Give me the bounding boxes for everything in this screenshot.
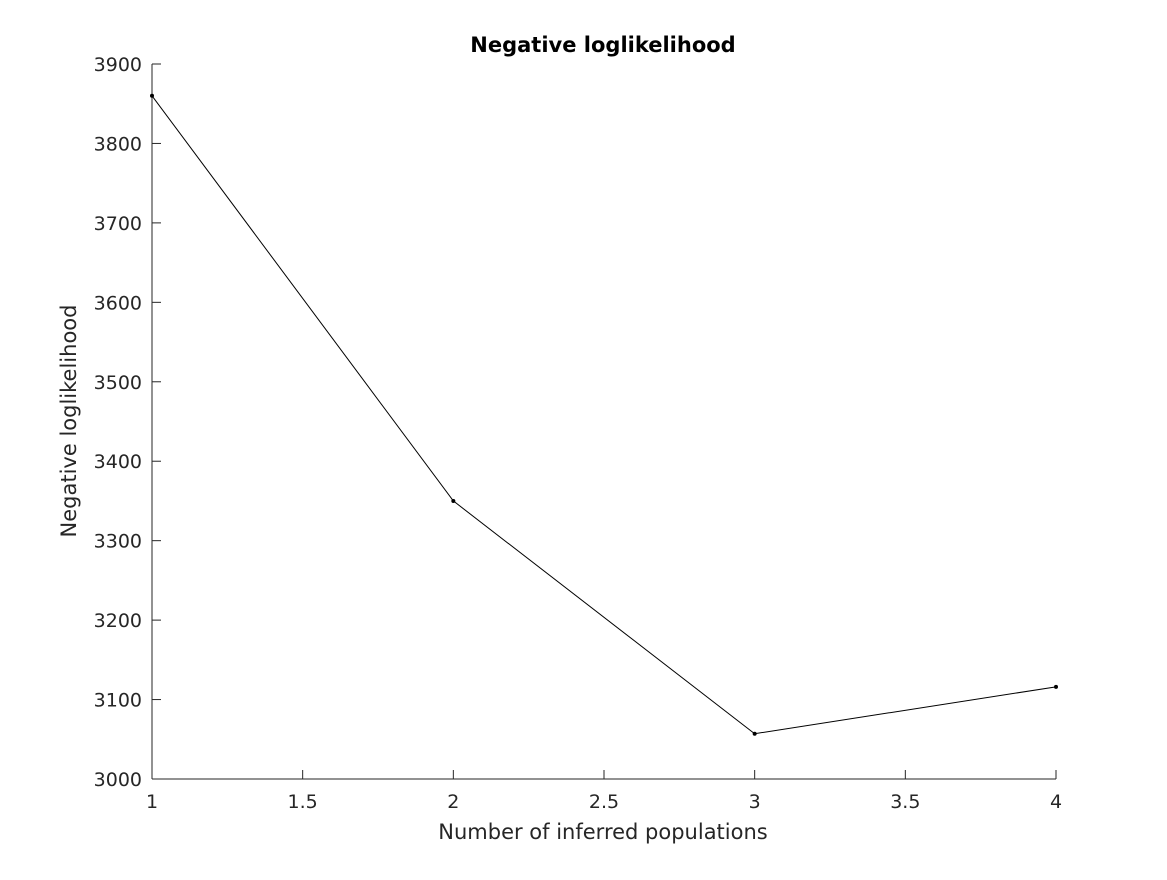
data-point [752, 731, 757, 736]
data-point [150, 93, 154, 98]
x-tick-label: 2 [447, 791, 459, 813]
x-tick-label: 4 [1050, 791, 1062, 813]
data-point [451, 498, 456, 503]
data-point [1054, 684, 1058, 689]
y-tick-label: 3100 [94, 690, 142, 712]
series-layer [150, 93, 1058, 736]
y-tick-label: 3500 [94, 372, 142, 394]
x-axis-ticks: 1 1.5 2 2.5 3 3.5 4 [146, 770, 1062, 813]
y-tick-label: 3300 [94, 531, 142, 553]
x-tick-label: 1.5 [288, 791, 318, 813]
y-axis-ticks: 3000 3100 3200 3300 3400 3500 3600 3700 3800 3900 [94, 54, 161, 791]
series-line [151, 95, 1057, 735]
x-tick-label: 1 [146, 791, 158, 813]
x-tick-label: 3.5 [890, 791, 920, 813]
y-tick-label: 3700 [94, 213, 142, 235]
chart-title: Negative loglikelihood [470, 33, 735, 57]
y-tick-label: 3200 [94, 610, 142, 632]
y-tick-label: 3600 [94, 292, 142, 314]
x-tick-label: 3 [749, 791, 761, 813]
y-axis-label: Negative loglikelihood [57, 305, 81, 538]
y-tick-label: 3900 [94, 54, 142, 76]
y-tick-label: 3000 [94, 769, 142, 791]
y-tick-label: 3400 [94, 451, 142, 473]
x-axis-label: Number of inferred populations [438, 820, 767, 844]
y-tick-label: 3800 [94, 133, 142, 155]
x-tick-label: 2.5 [589, 791, 619, 813]
